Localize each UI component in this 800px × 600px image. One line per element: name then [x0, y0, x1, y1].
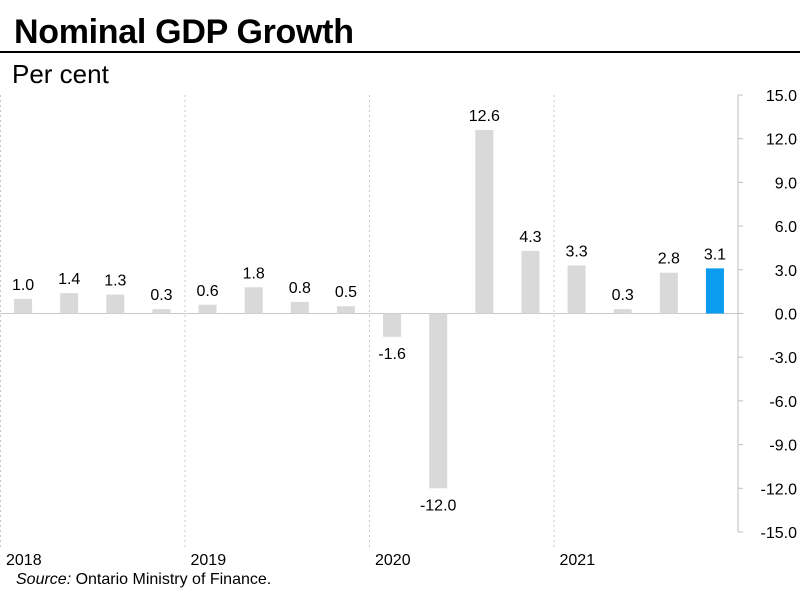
data-label: 3.3 [565, 243, 587, 260]
y-tick-label: -9.0 [769, 438, 797, 455]
data-label: 4.3 [519, 229, 541, 246]
data-label: 1.8 [243, 265, 265, 282]
bar [336, 306, 355, 314]
y-tick-label: -3.0 [769, 350, 797, 367]
bar [613, 309, 632, 314]
data-label: 2.8 [658, 251, 680, 268]
data-label: 3.1 [704, 246, 726, 263]
data-label: 0.6 [196, 283, 218, 300]
data-label: -12.0 [420, 497, 457, 514]
x-year-label: 2020 [375, 552, 411, 569]
chart-title: Nominal GDP Growth [14, 13, 354, 51]
y-tick-label: -15.0 [761, 525, 798, 542]
data-label: 1.0 [12, 277, 34, 294]
bar [475, 129, 494, 314]
bar [244, 287, 263, 314]
bar [659, 272, 678, 314]
title-rule [0, 51, 800, 53]
y-tick-label: -6.0 [769, 394, 797, 411]
bar [521, 250, 540, 314]
data-label: 0.3 [150, 287, 172, 304]
y-tick-label: 12.0 [766, 132, 797, 149]
y-tick-label: 3.0 [775, 263, 797, 280]
chart-subtitle: Per cent [12, 59, 109, 89]
bar [152, 309, 171, 314]
data-label: 12.6 [469, 108, 500, 125]
bar [14, 298, 33, 314]
data-label: 0.5 [335, 284, 357, 301]
data-label: -1.6 [378, 346, 406, 363]
data-label: 1.4 [58, 271, 80, 288]
source-note: Source: Ontario Ministry of Finance. [16, 570, 271, 590]
bar [705, 268, 724, 314]
data-label: 0.3 [612, 287, 634, 304]
bar [429, 313, 448, 489]
source-prefix: Source: [16, 571, 72, 588]
y-tick-label: 6.0 [775, 219, 797, 236]
y-tick-label: -12.0 [761, 481, 798, 498]
x-year-label: 2019 [191, 552, 227, 569]
bar [383, 313, 402, 337]
y-tick-label: 0.0 [775, 307, 797, 324]
bar [198, 304, 217, 314]
bar [290, 301, 309, 314]
y-tick-label: 9.0 [775, 175, 797, 192]
data-label: 0.8 [289, 280, 311, 297]
bar [567, 265, 586, 314]
bar [106, 294, 125, 314]
x-year-label: 2021 [560, 552, 596, 569]
x-year-label: 2018 [6, 552, 42, 569]
y-tick-label: 15.0 [766, 88, 797, 105]
data-label: 1.3 [104, 273, 126, 290]
source-text: Ontario Ministry of Finance. [71, 571, 272, 588]
bar [60, 293, 79, 314]
